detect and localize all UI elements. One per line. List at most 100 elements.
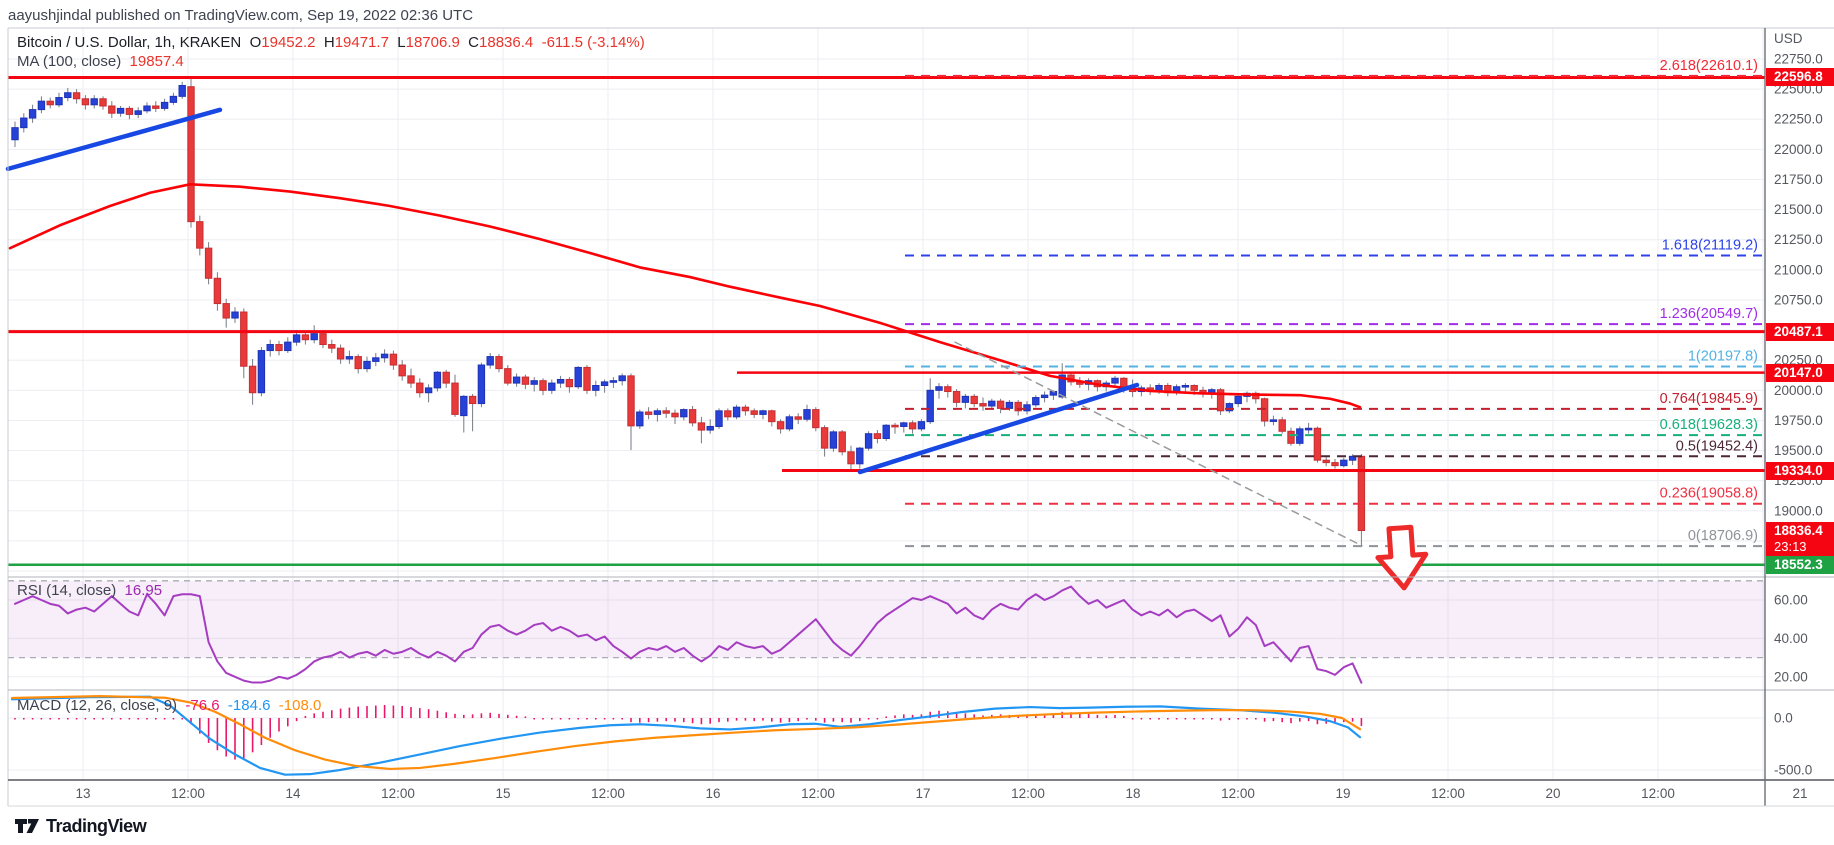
- candle: [284, 341, 292, 352]
- candle: [55, 97, 63, 106]
- candle: [724, 410, 732, 418]
- fib-level-label: 0.236(19058.8): [1660, 486, 1758, 502]
- candle: [785, 416, 794, 430]
- candle: [829, 431, 838, 449]
- time-axis-label: 12:00: [171, 786, 205, 801]
- candle: [944, 386, 952, 393]
- candle: [609, 380, 618, 383]
- legend-part: 18836.4: [479, 34, 534, 51]
- candle: [1058, 374, 1066, 398]
- candle: [1260, 398, 1269, 422]
- candle: [952, 391, 961, 403]
- candle: [310, 333, 318, 341]
- candle: [979, 403, 987, 407]
- candle: [495, 356, 503, 370]
- candle: [301, 334, 310, 341]
- candle: [1032, 397, 1040, 406]
- down-arrow-annotation: [1375, 524, 1429, 591]
- trendline: [5, 107, 223, 172]
- candle: [1322, 459, 1330, 464]
- candle: [116, 107, 125, 114]
- tradingview-logo[interactable]: TradingView: [14, 814, 147, 838]
- candle: [592, 385, 600, 391]
- candle: [460, 395, 468, 417]
- candle: [1313, 427, 1322, 461]
- candle: [900, 422, 908, 427]
- candle: [697, 422, 706, 431]
- fib-level-label: 0.764(19845.9): [1660, 391, 1758, 407]
- time-axis-label: 13: [75, 786, 90, 801]
- candle: [961, 395, 970, 403]
- fib-level-label: 1(20197.8): [1688, 348, 1758, 364]
- time-axis-label: 18: [1125, 786, 1140, 801]
- price-tick-label: 22250.0: [1774, 112, 1823, 127]
- symbol-legend[interactable]: Bitcoin / U.S. Dollar, 1h, KRAKEN O19452…: [17, 34, 645, 51]
- countdown-label: 23:13: [1774, 538, 1807, 554]
- price-tick-label: 21250.0: [1774, 232, 1823, 247]
- candle: [28, 109, 37, 119]
- candle: [196, 221, 204, 249]
- candle: [988, 400, 996, 407]
- candle: [812, 409, 820, 429]
- candle: [1269, 419, 1278, 422]
- macd-legend[interactable]: MACD (12, 26, close, 9) -76.6 -184.6 -10…: [17, 697, 321, 714]
- candle: [838, 431, 846, 453]
- candle: [512, 376, 521, 384]
- legend-part: -76.6: [177, 697, 220, 714]
- candle: [908, 422, 917, 430]
- candle: [891, 424, 899, 428]
- candle: [600, 381, 609, 387]
- legend-part: MA (100, close): [17, 53, 122, 70]
- candle: [143, 105, 151, 112]
- legend-part: 19857.4: [121, 53, 184, 70]
- price-label-chip: 19334.0: [1766, 461, 1834, 480]
- time-axis-label: 17: [915, 786, 930, 801]
- candle: [345, 356, 354, 360]
- time-axis-label: 14: [285, 786, 301, 801]
- candle: [486, 356, 494, 366]
- candle: [64, 92, 72, 99]
- legend-part: 18706.9: [405, 34, 460, 51]
- legend-part: -108.0: [270, 697, 322, 714]
- fib-level-label: 1.618(21119.2): [1662, 237, 1758, 253]
- rsi-tick-label: 40.00: [1774, 631, 1808, 646]
- tradingview-logo-text: TradingView: [46, 815, 147, 836]
- candle: [644, 411, 653, 415]
- candle: [935, 386, 943, 391]
- candle: [1014, 401, 1022, 412]
- candle: [926, 389, 934, 423]
- candle: [1040, 394, 1049, 399]
- candle: [416, 382, 424, 394]
- candle: [636, 411, 644, 427]
- time-axis-label: 15: [495, 786, 510, 801]
- candle: [380, 353, 389, 359]
- candle: [152, 105, 160, 109]
- macd-signal-line: [10, 695, 1362, 771]
- fib-level-label: 0(18706.9): [1688, 528, 1758, 544]
- candle: [160, 101, 169, 109]
- price-label-chip: 18836.4 23:13: [1766, 521, 1834, 556]
- trendline: [954, 341, 1363, 547]
- candle: [108, 105, 116, 114]
- candle: [1111, 377, 1119, 384]
- ma-legend[interactable]: MA (100, close) 19857.4: [17, 53, 184, 70]
- candle: [1225, 403, 1234, 412]
- legend-part: C: [459, 34, 480, 51]
- ma100-line: [8, 182, 1362, 409]
- candle: [1216, 389, 1225, 412]
- candle: [222, 303, 230, 319]
- publish-header: aayushjindal published on TradingView.co…: [8, 7, 474, 24]
- candle: [213, 277, 222, 305]
- candle: [204, 247, 213, 279]
- candle: [776, 421, 785, 430]
- rsi-legend[interactable]: RSI (14, close) 16.95: [17, 582, 162, 599]
- candle: [1181, 385, 1190, 388]
- candle: [1331, 462, 1339, 467]
- price-tick-label: 19500.0: [1774, 443, 1823, 458]
- time-axis-label: 21: [1792, 786, 1807, 801]
- candle: [574, 366, 582, 388]
- candle: [565, 378, 574, 388]
- time-axis-label: 19: [1335, 786, 1350, 801]
